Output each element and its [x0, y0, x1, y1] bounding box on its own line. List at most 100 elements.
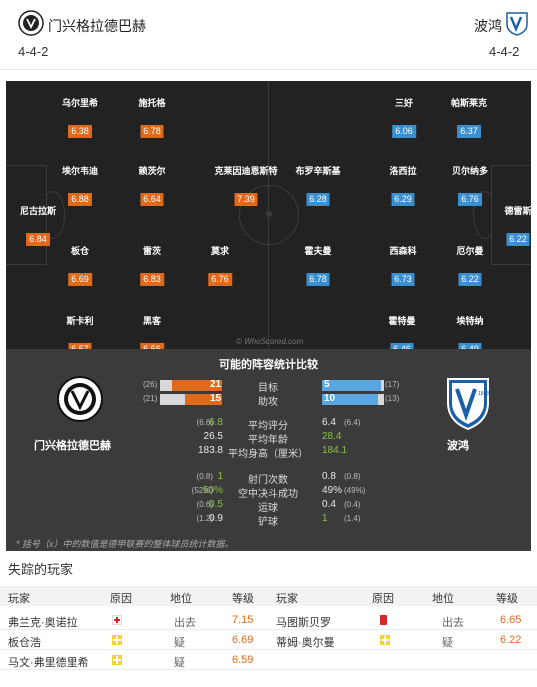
- home-value: 15: [210, 393, 222, 404]
- watermark: © WhoScored.com: [236, 337, 304, 346]
- missing-rating: 6.22: [500, 634, 522, 646]
- away-player[interactable]: 西森科 6.73: [389, 245, 417, 286]
- stats-footnote: * 括号（x）中的数值是德甲联赛的整体球员统计数据。: [16, 539, 234, 549]
- home-player[interactable]: 板仓 6.69: [68, 245, 92, 286]
- away-player[interactable]: 埃特纳 6.49: [456, 315, 484, 349]
- home-team-label: 门兴格拉德巴赫: [34, 440, 111, 452]
- home-league-value: (0.8): [196, 472, 213, 481]
- away-value: 1: [322, 513, 328, 524]
- home-player[interactable]: 尼古拉斯 6.84: [20, 205, 56, 246]
- home-penalty-arc: [41, 191, 65, 239]
- center-circle: [239, 185, 299, 245]
- home-player[interactable]: 雷茨 6.83: [140, 245, 164, 286]
- player-name: 斯卡利: [66, 316, 94, 326]
- home-league-value: (26): [143, 380, 158, 389]
- header-reason: 原因: [110, 593, 132, 605]
- player-rating: 6.49: [458, 343, 482, 349]
- doubtful-icon: [112, 635, 122, 645]
- home-player[interactable]: 施托格 6.78: [138, 97, 166, 138]
- missing-player-name[interactable]: 马图斯贝罗: [276, 617, 331, 629]
- away-player[interactable]: 霍夫曼 6.78: [304, 245, 332, 286]
- home-value: 6.8: [209, 417, 223, 428]
- player-name: 西森科: [389, 246, 417, 256]
- missing-status: 出去: [442, 617, 464, 629]
- stat-label: 铲球: [258, 517, 278, 528]
- gladbach-crest-icon: [18, 10, 44, 36]
- home-player[interactable]: 莫求 6.76: [208, 245, 232, 286]
- home-player[interactable]: 斯卡利 6.57: [66, 315, 94, 349]
- home-value: 50%: [202, 485, 223, 496]
- home-player[interactable]: 乌尔里希 6.38: [62, 97, 98, 138]
- bochum-crest-icon: [506, 12, 528, 36]
- home-player[interactable]: 赖茨尔 6.64: [138, 165, 166, 206]
- player-name: 克莱因迪恩斯特: [214, 166, 278, 176]
- match-header: 门兴格拉德巴赫 4-4-2 波鸿 4-4-2: [0, 0, 537, 70]
- lineup-pitch: 乌尔里希 6.38 施托格 6.78 埃尔韦迪 6.88 赖茨尔 6.64 克莱因迪恩斯特 7.3…: [6, 81, 531, 349]
- away-value: 28.4: [322, 431, 342, 442]
- player-rating: 6.73: [391, 273, 415, 286]
- player-name: 黑客: [142, 316, 161, 326]
- player-name: 三好: [394, 98, 413, 108]
- missing-player-name[interactable]: 马文·弗里德里希: [8, 657, 89, 669]
- away-value: 5: [324, 379, 330, 390]
- away-league-value: (17): [385, 380, 400, 389]
- player-name: 乌尔里希: [61, 98, 99, 108]
- away-value: 49%: [322, 485, 343, 496]
- player-name: 洛西拉: [389, 166, 417, 176]
- player-name: 埃尔韦迪: [61, 166, 99, 176]
- away-player[interactable]: 帕斯莱克 6.37: [451, 97, 487, 138]
- away-value: 184.1: [322, 445, 348, 456]
- header-status: 地位: [170, 593, 192, 605]
- home-league-value: (52%): [191, 486, 213, 495]
- away-player[interactable]: 布罗辛斯基 6.28: [295, 165, 341, 206]
- away-player[interactable]: 厄尔曼 6.22: [456, 245, 484, 286]
- player-rating: 6.29: [391, 193, 415, 206]
- home-league-value: (1.2): [196, 514, 213, 523]
- home-player[interactable]: 克莱因迪恩斯特 7.39: [214, 165, 278, 206]
- away-bar-fill: [322, 394, 378, 405]
- home-league-value: (21): [143, 394, 158, 403]
- player-name: 霍特曼: [388, 316, 416, 326]
- player-name: 板仓: [70, 246, 89, 256]
- away-player[interactable]: 洛西拉 6.29: [389, 165, 417, 206]
- away-team-name[interactable]: 波鸿: [474, 18, 502, 34]
- stat-label: 空中决斗成功: [238, 489, 298, 500]
- player-name: 赖茨尔: [138, 166, 166, 176]
- away-player[interactable]: 霍特曼 6.46: [388, 315, 416, 349]
- away-league-value: (0.4): [344, 500, 361, 509]
- player-rating: 6.37: [457, 125, 481, 138]
- home-player[interactable]: 黑客 6.56: [140, 315, 164, 349]
- player-rating: 6.28: [306, 193, 330, 206]
- home-team-name[interactable]: 门兴格拉德巴赫: [48, 18, 146, 34]
- missing-player-name[interactable]: 蒂姆·奥尔曼: [276, 637, 335, 649]
- player-name: 帕斯莱克: [450, 98, 488, 108]
- player-rating: 6.56: [140, 343, 164, 349]
- away-league-value: (0.8): [344, 472, 361, 481]
- stat-label: 平均年龄: [248, 435, 288, 446]
- missing-rating: 6.65: [500, 614, 522, 626]
- home-bar-fill: [172, 380, 222, 391]
- player-name: 施托格: [138, 98, 166, 108]
- stat-row: 183.8 平均身高（厘米） 184.1: [6, 445, 531, 460]
- away-player[interactable]: 德雷斯 6.22: [504, 205, 531, 246]
- player-rating: 6.78: [306, 273, 330, 286]
- red-card-icon: [380, 615, 387, 625]
- missing-table-header: 玩家 原因 地位 等级 玩家 原因 地位 等级: [0, 586, 537, 606]
- bochum-crest-icon: 1848: [447, 378, 489, 431]
- doubtful-icon: [380, 635, 390, 645]
- player-rating: 6.46: [390, 343, 414, 349]
- stat-bar-row: (21) 15 助攻 10 (13): [6, 393, 531, 408]
- center-spot: [266, 211, 272, 217]
- stat-row: 26.5 平均年龄 28.4: [6, 431, 531, 446]
- player-name: 贝尔纳多: [451, 166, 489, 176]
- missing-players-title: 失踪的玩家: [8, 562, 74, 577]
- away-player[interactable]: 三好 6.06: [392, 97, 416, 138]
- player-rating: 6.38: [68, 125, 92, 138]
- player-rating: 6.76: [458, 193, 482, 206]
- missing-player-name[interactable]: 板仓浩: [8, 637, 41, 649]
- missing-rating: 6.69: [232, 634, 254, 646]
- player-name: 德雷斯: [504, 206, 531, 216]
- away-player[interactable]: 贝尔纳多 6.76: [452, 165, 488, 206]
- home-player[interactable]: 埃尔韦迪 6.88: [62, 165, 98, 206]
- missing-player-name[interactable]: 弗兰克·奥诺拉: [8, 617, 78, 629]
